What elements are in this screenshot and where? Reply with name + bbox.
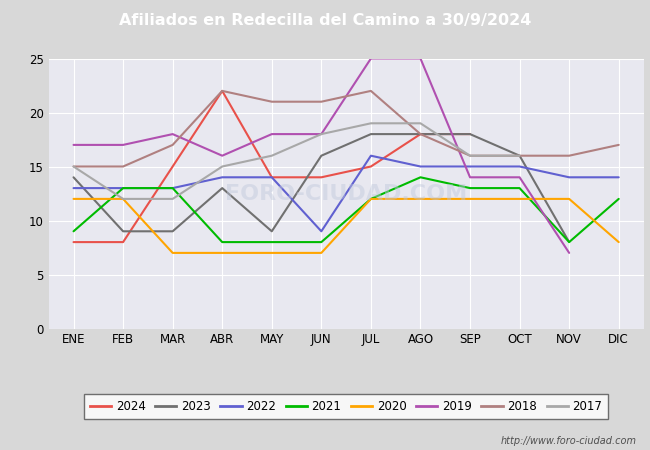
Legend: 2024, 2023, 2022, 2021, 2020, 2019, 2018, 2017: 2024, 2023, 2022, 2021, 2020, 2019, 2018… — [84, 394, 608, 418]
Text: FORO-CIUDAD.COM: FORO-CIUDAD.COM — [225, 184, 467, 203]
Text: http://www.foro-ciudad.com: http://www.foro-ciudad.com — [501, 436, 637, 446]
Text: Afiliados en Redecilla del Camino a 30/9/2024: Afiliados en Redecilla del Camino a 30/9… — [119, 13, 531, 28]
